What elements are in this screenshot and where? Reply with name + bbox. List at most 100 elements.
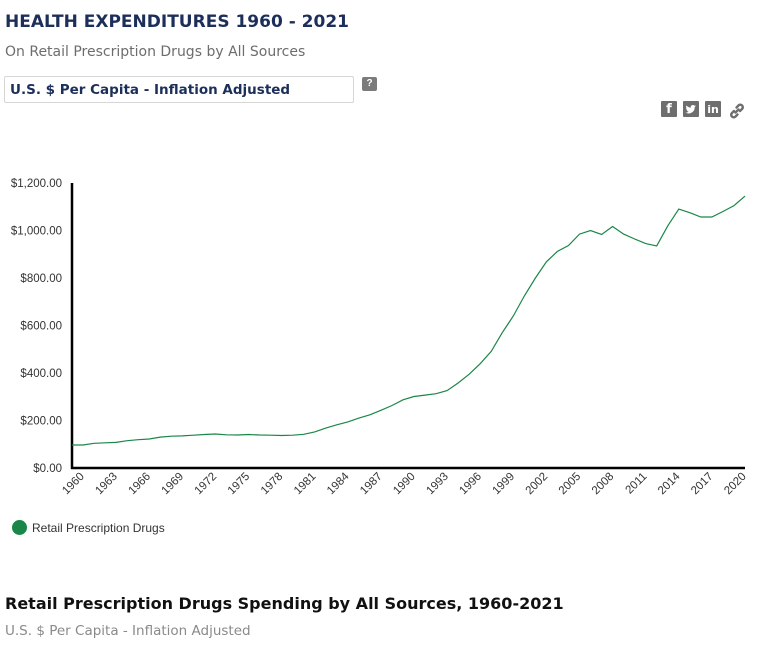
data-point[interactable] (444, 388, 450, 394)
data-point[interactable] (91, 440, 97, 446)
legend-label[interactable]: Retail Prescription Drugs (32, 520, 165, 535)
data-point[interactable] (345, 419, 351, 425)
data-point[interactable] (433, 391, 439, 397)
data-point[interactable] (268, 432, 274, 438)
data-point[interactable] (356, 415, 362, 421)
y-tick-label: $400.00 (20, 368, 62, 380)
x-tick-label: 1969 (160, 471, 187, 498)
data-point[interactable] (312, 429, 318, 435)
data-point[interactable] (223, 432, 229, 438)
x-tick-label: 2011 (624, 471, 650, 497)
linkedin-icon[interactable]: in (705, 101, 721, 117)
help-button[interactable]: ? (362, 77, 377, 91)
data-point[interactable] (720, 209, 726, 215)
x-tick-label: 2014 (656, 470, 683, 497)
data-point[interactable] (499, 330, 505, 336)
link-icon[interactable] (727, 101, 747, 121)
data-point[interactable] (113, 439, 119, 445)
data-point[interactable] (698, 214, 704, 220)
x-tick-label: 1963 (93, 471, 120, 498)
series-line-retail-prescription-drugs[interactable] (72, 195, 746, 446)
x-tick-label: 1987 (358, 471, 385, 498)
data-point[interactable] (687, 210, 693, 216)
x-tick-label: 2002 (524, 471, 551, 498)
data-point[interactable] (367, 412, 373, 418)
data-point[interactable] (69, 442, 75, 448)
x-tick-label: 1966 (126, 471, 153, 498)
data-point[interactable] (610, 223, 616, 229)
data-point[interactable] (510, 313, 516, 319)
x-tick-label: 1981 (292, 471, 319, 498)
x-tick-label: 1972 (193, 471, 220, 498)
data-point[interactable] (731, 203, 737, 209)
data-point[interactable] (257, 432, 263, 438)
data-point[interactable] (676, 206, 682, 212)
data-point[interactable] (621, 231, 627, 237)
line-chart: $0.00 $200.00 $400.00 $600.00 $800.00 $1,000.… (11, 178, 749, 498)
data-point[interactable] (599, 232, 605, 238)
data-point[interactable] (643, 241, 649, 247)
data-point[interactable] (212, 431, 218, 437)
data-point[interactable] (124, 438, 130, 444)
data-point[interactable] (389, 403, 395, 409)
data-point[interactable] (709, 214, 715, 220)
data-point[interactable] (102, 440, 108, 446)
x-tick-label: 1960 (60, 471, 87, 498)
data-point[interactable] (146, 436, 152, 442)
data-point[interactable] (157, 434, 163, 440)
y-tick-label: $0.00 (33, 463, 62, 475)
data-point[interactable] (190, 432, 196, 438)
measure-select[interactable]: U.S. $ Per Capita - Inflation Adjusted (4, 76, 354, 103)
legend-marker[interactable] (12, 520, 27, 535)
data-point[interactable] (565, 242, 571, 248)
y-tick-label: $1,000.00 (11, 226, 62, 238)
data-point[interactable] (422, 392, 428, 398)
data-point[interactable] (80, 442, 86, 448)
y-tick-label: $600.00 (20, 321, 62, 333)
data-point[interactable] (201, 432, 207, 438)
data-point[interactable] (168, 433, 174, 439)
data-point[interactable] (477, 361, 483, 367)
data-point[interactable] (279, 432, 285, 438)
x-tick-label: 2020 (722, 471, 749, 498)
x-tick-label: 1993 (424, 471, 451, 498)
data-point[interactable] (665, 223, 671, 229)
data-point[interactable] (588, 228, 594, 234)
data-point[interactable] (554, 248, 560, 254)
facebook-icon[interactable]: f (661, 101, 677, 117)
x-tick-label: 2005 (557, 471, 584, 498)
x-tick-label: 1978 (259, 471, 286, 498)
data-point[interactable] (400, 397, 406, 403)
data-point[interactable] (488, 348, 494, 354)
data-point[interactable] (323, 425, 329, 431)
data-point[interactable] (632, 236, 638, 242)
page-title: HEALTH EXPENDITURES 1960 - 2021 (5, 12, 350, 32)
twitter-icon[interactable] (683, 101, 699, 117)
data-point[interactable] (521, 293, 527, 299)
section-title: Retail Prescription Drugs Spending by Al… (5, 594, 564, 613)
data-point[interactable] (455, 380, 461, 386)
data-point[interactable] (334, 422, 340, 428)
section-subtitle: U.S. $ Per Capita - Inflation Adjusted (5, 623, 251, 639)
data-point[interactable] (378, 407, 384, 413)
data-point[interactable] (234, 432, 240, 438)
y-tick-label: $200.00 (20, 416, 62, 428)
x-tick-label: 2017 (689, 471, 716, 498)
x-tick-label: 2008 (590, 471, 617, 498)
data-point[interactable] (290, 432, 296, 438)
data-point[interactable] (466, 371, 472, 377)
data-point[interactable] (532, 275, 538, 281)
data-point[interactable] (179, 433, 185, 439)
data-point[interactable] (742, 193, 748, 199)
x-tick-label: 1984 (325, 470, 352, 497)
x-tick-label: 1999 (491, 471, 518, 498)
data-point[interactable] (543, 259, 549, 265)
data-point[interactable] (411, 394, 417, 400)
data-point[interactable] (654, 243, 660, 249)
data-point[interactable] (246, 432, 252, 438)
data-point[interactable] (301, 431, 307, 437)
y-tick-label: $800.00 (20, 273, 62, 285)
data-point[interactable] (577, 231, 583, 237)
y-tick-label: $1,200.00 (11, 178, 62, 190)
data-point[interactable] (135, 437, 141, 443)
